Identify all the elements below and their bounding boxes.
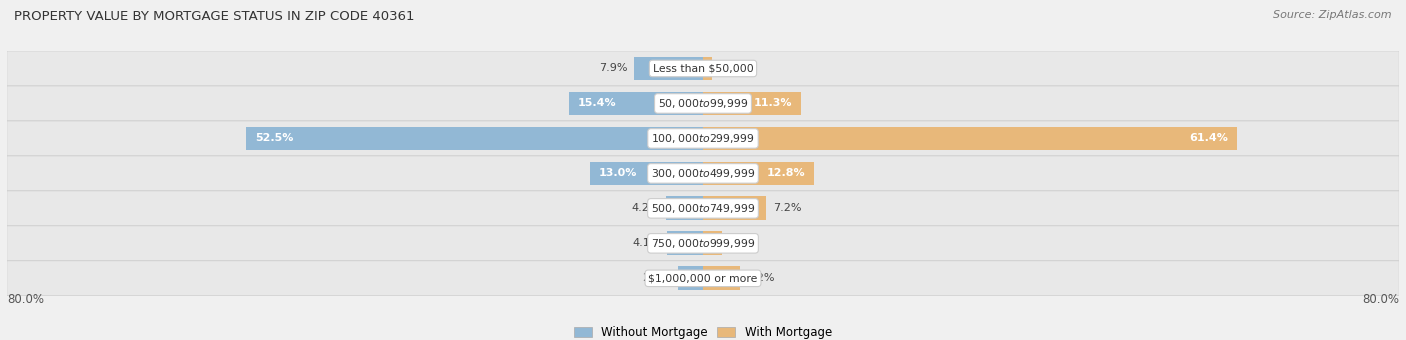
FancyBboxPatch shape (7, 51, 1399, 86)
Text: 11.3%: 11.3% (754, 99, 793, 108)
Text: 12.8%: 12.8% (768, 168, 806, 179)
Bar (703, 126, 1237, 150)
Bar (246, 126, 703, 150)
FancyBboxPatch shape (7, 156, 1399, 191)
Text: 15.4%: 15.4% (578, 99, 616, 108)
Text: $1,000,000 or more: $1,000,000 or more (648, 273, 758, 283)
Bar (666, 197, 703, 220)
Text: 2.2%: 2.2% (730, 238, 758, 248)
Bar (703, 197, 766, 220)
Bar (668, 232, 703, 255)
Text: 1.0%: 1.0% (718, 64, 747, 73)
Text: $50,000 to $99,999: $50,000 to $99,999 (658, 97, 748, 110)
Text: $750,000 to $999,999: $750,000 to $999,999 (651, 237, 755, 250)
FancyBboxPatch shape (7, 86, 1399, 121)
FancyBboxPatch shape (7, 261, 1399, 296)
Text: Less than $50,000: Less than $50,000 (652, 64, 754, 73)
Text: 4.2%: 4.2% (631, 203, 659, 214)
Legend: Without Mortgage, With Mortgage: Without Mortgage, With Mortgage (569, 321, 837, 340)
Bar (703, 267, 740, 290)
FancyBboxPatch shape (7, 226, 1399, 261)
Bar (678, 267, 703, 290)
Text: $500,000 to $749,999: $500,000 to $749,999 (651, 202, 755, 215)
Bar (703, 56, 711, 80)
Text: $100,000 to $299,999: $100,000 to $299,999 (651, 132, 755, 145)
FancyBboxPatch shape (7, 191, 1399, 226)
Bar (703, 91, 801, 115)
Text: 52.5%: 52.5% (254, 133, 294, 143)
Text: 80.0%: 80.0% (1362, 293, 1399, 306)
Text: 61.4%: 61.4% (1189, 133, 1229, 143)
Text: 4.2%: 4.2% (747, 273, 775, 283)
Bar (634, 56, 703, 80)
FancyBboxPatch shape (7, 121, 1399, 156)
Bar (569, 91, 703, 115)
Text: 7.2%: 7.2% (773, 203, 801, 214)
Text: $300,000 to $499,999: $300,000 to $499,999 (651, 167, 755, 180)
Text: PROPERTY VALUE BY MORTGAGE STATUS IN ZIP CODE 40361: PROPERTY VALUE BY MORTGAGE STATUS IN ZIP… (14, 10, 415, 23)
Text: 7.9%: 7.9% (599, 64, 627, 73)
Text: 13.0%: 13.0% (599, 168, 637, 179)
Text: 2.9%: 2.9% (643, 273, 671, 283)
Bar (703, 162, 814, 185)
Bar (703, 232, 723, 255)
Bar (591, 162, 703, 185)
Text: Source: ZipAtlas.com: Source: ZipAtlas.com (1274, 10, 1392, 20)
Text: 80.0%: 80.0% (7, 293, 44, 306)
Text: 4.1%: 4.1% (631, 238, 661, 248)
